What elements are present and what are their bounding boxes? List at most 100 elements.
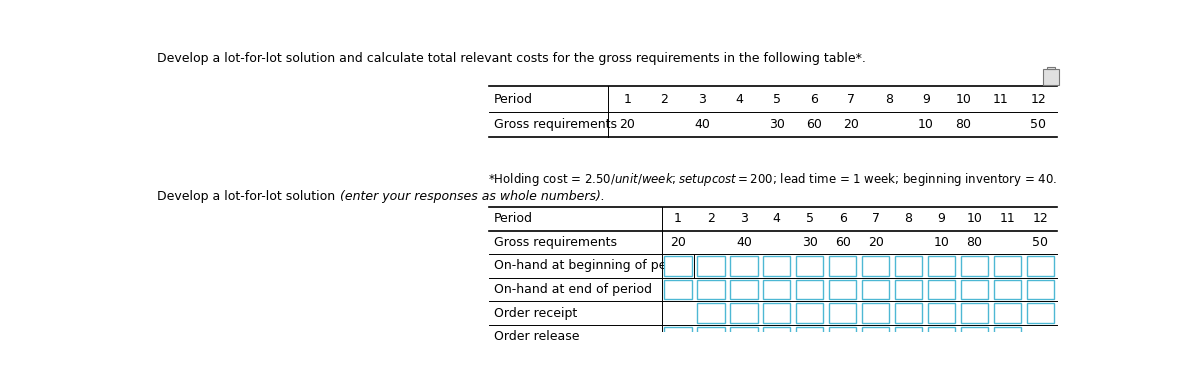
Text: 9: 9 bbox=[922, 93, 930, 106]
Text: 7: 7 bbox=[847, 93, 856, 106]
FancyBboxPatch shape bbox=[697, 280, 725, 299]
Text: 10: 10 bbox=[966, 212, 983, 225]
FancyBboxPatch shape bbox=[1027, 303, 1054, 323]
FancyBboxPatch shape bbox=[829, 327, 857, 346]
Text: 8: 8 bbox=[905, 212, 912, 225]
FancyBboxPatch shape bbox=[730, 303, 757, 323]
FancyBboxPatch shape bbox=[928, 280, 955, 299]
Text: Gross requirements: Gross requirements bbox=[494, 236, 617, 249]
Text: 10: 10 bbox=[955, 93, 971, 106]
Text: 4: 4 bbox=[736, 93, 743, 106]
Text: 12: 12 bbox=[1032, 212, 1048, 225]
FancyBboxPatch shape bbox=[829, 280, 857, 299]
Text: 1: 1 bbox=[623, 93, 631, 106]
FancyBboxPatch shape bbox=[928, 303, 955, 323]
Text: 40: 40 bbox=[670, 259, 686, 272]
Text: 10: 10 bbox=[918, 118, 934, 131]
Text: 30: 30 bbox=[802, 236, 817, 249]
FancyBboxPatch shape bbox=[961, 280, 988, 299]
FancyBboxPatch shape bbox=[665, 256, 691, 276]
FancyBboxPatch shape bbox=[928, 327, 955, 346]
FancyBboxPatch shape bbox=[730, 256, 757, 276]
FancyBboxPatch shape bbox=[895, 280, 923, 299]
FancyBboxPatch shape bbox=[862, 280, 889, 299]
Text: Period: Period bbox=[494, 93, 533, 106]
Text: 5: 5 bbox=[805, 212, 814, 225]
Text: 50: 50 bbox=[1030, 118, 1046, 131]
FancyBboxPatch shape bbox=[730, 280, 757, 299]
FancyBboxPatch shape bbox=[862, 327, 889, 346]
Text: 50: 50 bbox=[1032, 236, 1049, 249]
FancyBboxPatch shape bbox=[697, 327, 725, 346]
Text: Period: Period bbox=[494, 212, 533, 225]
FancyBboxPatch shape bbox=[994, 256, 1021, 276]
FancyBboxPatch shape bbox=[862, 303, 889, 323]
FancyBboxPatch shape bbox=[895, 303, 923, 323]
Text: 80: 80 bbox=[955, 118, 971, 131]
Text: 6: 6 bbox=[839, 212, 846, 225]
FancyBboxPatch shape bbox=[730, 327, 757, 346]
FancyBboxPatch shape bbox=[697, 303, 725, 323]
Text: 9: 9 bbox=[937, 212, 946, 225]
FancyBboxPatch shape bbox=[862, 256, 889, 276]
Text: 3: 3 bbox=[740, 212, 748, 225]
FancyBboxPatch shape bbox=[665, 280, 691, 299]
Text: Develop a lot-for-lot solution and calculate total relevant costs for the gross : Develop a lot-for-lot solution and calcu… bbox=[157, 52, 866, 65]
Text: 40: 40 bbox=[736, 236, 751, 249]
Text: 8: 8 bbox=[884, 93, 893, 106]
Text: 12: 12 bbox=[1030, 93, 1046, 106]
FancyBboxPatch shape bbox=[796, 280, 823, 299]
Text: 10: 10 bbox=[934, 236, 949, 249]
Text: 60: 60 bbox=[835, 236, 851, 249]
Text: 80: 80 bbox=[966, 236, 983, 249]
FancyBboxPatch shape bbox=[1046, 67, 1055, 69]
Text: 2: 2 bbox=[707, 212, 715, 225]
Text: 20: 20 bbox=[670, 236, 686, 249]
Text: *Holding cost = $2.50/unit/week; setup cost = $200; lead time = 1 week; beginnin: *Holding cost = $2.50/unit/week; setup c… bbox=[488, 171, 1057, 188]
FancyBboxPatch shape bbox=[895, 256, 923, 276]
Text: 11: 11 bbox=[1000, 212, 1015, 225]
FancyBboxPatch shape bbox=[829, 303, 857, 323]
FancyBboxPatch shape bbox=[895, 327, 923, 346]
Text: 30: 30 bbox=[769, 118, 785, 131]
FancyBboxPatch shape bbox=[697, 256, 725, 276]
Text: 6: 6 bbox=[810, 93, 818, 106]
Text: Order release: Order release bbox=[494, 330, 580, 343]
FancyBboxPatch shape bbox=[994, 303, 1021, 323]
Text: Gross requirements: Gross requirements bbox=[494, 118, 617, 131]
Text: 1: 1 bbox=[674, 212, 682, 225]
FancyBboxPatch shape bbox=[1043, 69, 1058, 85]
FancyBboxPatch shape bbox=[763, 303, 791, 323]
Text: 5: 5 bbox=[773, 93, 780, 106]
Text: Order receipt: Order receipt bbox=[494, 307, 577, 320]
FancyBboxPatch shape bbox=[928, 256, 955, 276]
FancyBboxPatch shape bbox=[961, 303, 988, 323]
FancyBboxPatch shape bbox=[763, 256, 791, 276]
Text: On-hand at end of period: On-hand at end of period bbox=[494, 283, 652, 296]
FancyBboxPatch shape bbox=[796, 303, 823, 323]
Text: 4: 4 bbox=[773, 212, 781, 225]
Text: 3: 3 bbox=[698, 93, 706, 106]
Text: 11: 11 bbox=[992, 93, 1008, 106]
FancyBboxPatch shape bbox=[1027, 256, 1054, 276]
Text: (enter your responses as whole numbers).: (enter your responses as whole numbers). bbox=[340, 190, 605, 203]
Text: 2: 2 bbox=[660, 93, 668, 106]
FancyBboxPatch shape bbox=[994, 280, 1021, 299]
FancyBboxPatch shape bbox=[665, 327, 691, 346]
Text: 20: 20 bbox=[868, 236, 883, 249]
FancyBboxPatch shape bbox=[994, 327, 1021, 346]
FancyBboxPatch shape bbox=[763, 280, 791, 299]
FancyBboxPatch shape bbox=[961, 256, 988, 276]
Text: 40: 40 bbox=[694, 118, 710, 131]
FancyBboxPatch shape bbox=[829, 256, 857, 276]
FancyBboxPatch shape bbox=[796, 327, 823, 346]
FancyBboxPatch shape bbox=[961, 327, 988, 346]
Text: 7: 7 bbox=[871, 212, 880, 225]
Text: Develop a lot-for-lot solution: Develop a lot-for-lot solution bbox=[157, 190, 340, 203]
FancyBboxPatch shape bbox=[796, 256, 823, 276]
Text: 20: 20 bbox=[844, 118, 859, 131]
Text: On-hand at beginning of period: On-hand at beginning of period bbox=[494, 259, 691, 272]
Text: 60: 60 bbox=[806, 118, 822, 131]
Text: 20: 20 bbox=[619, 118, 635, 131]
FancyBboxPatch shape bbox=[763, 327, 791, 346]
